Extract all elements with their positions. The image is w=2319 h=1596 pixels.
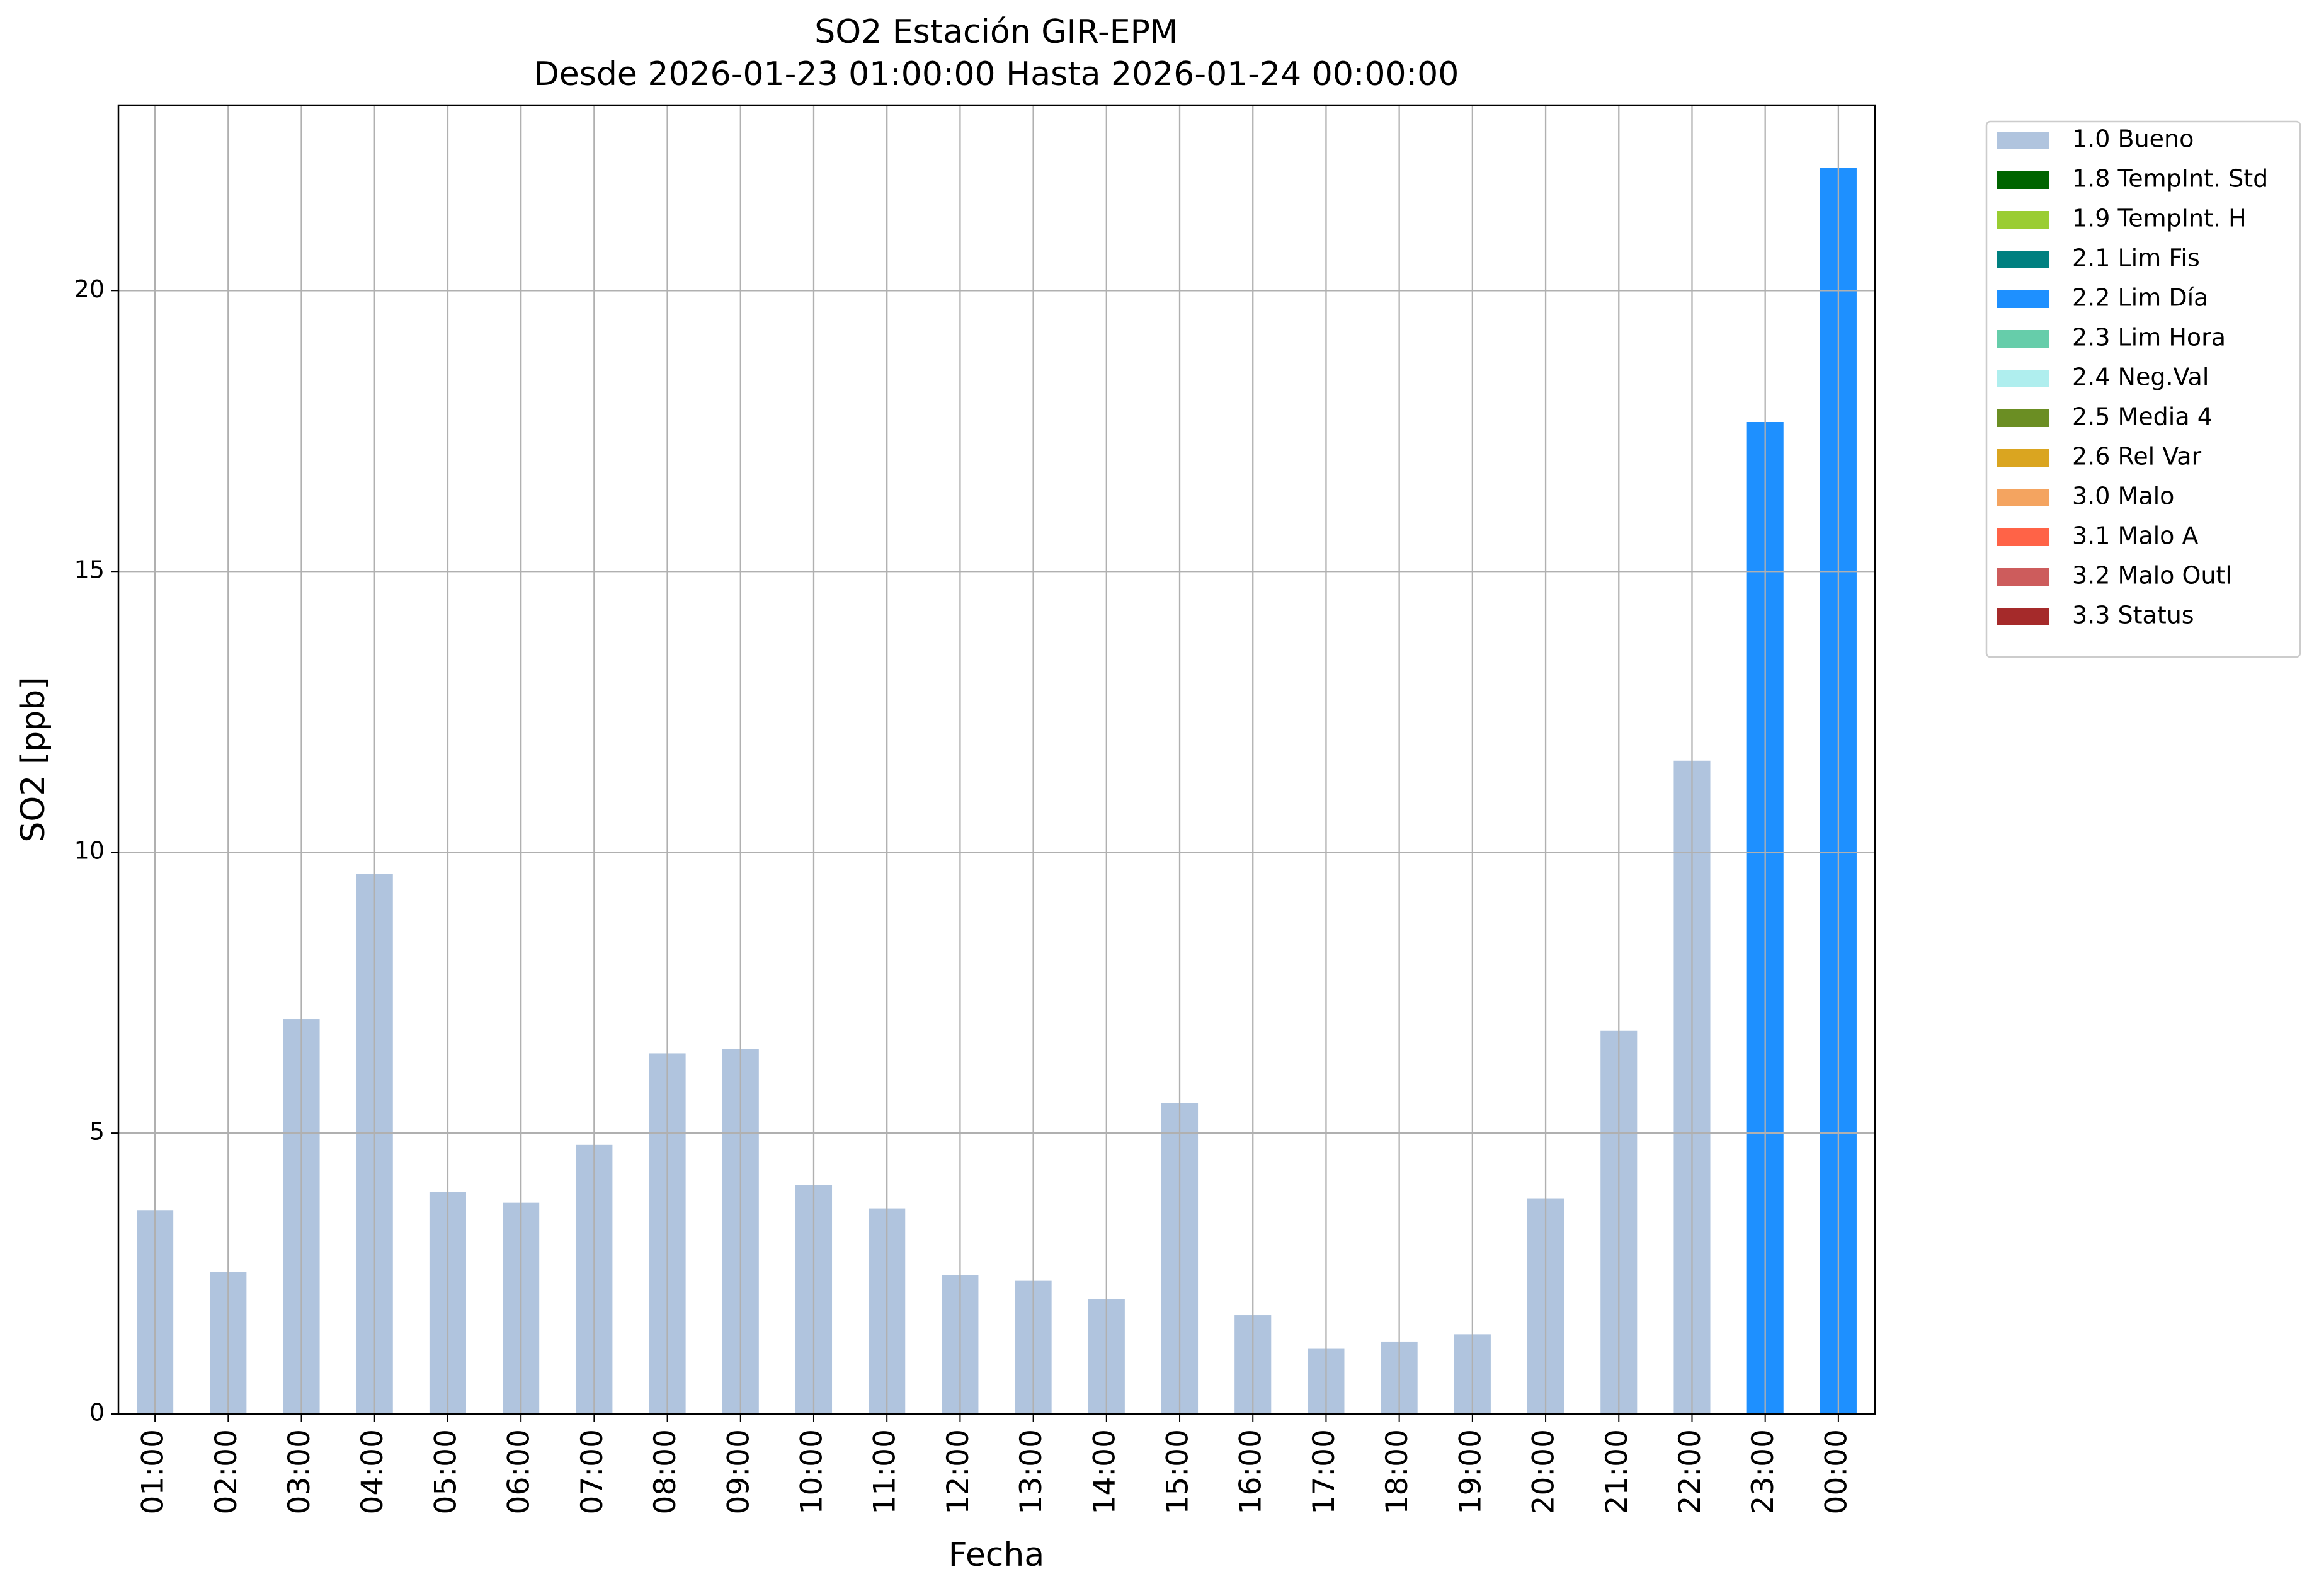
x-tick-label: 10:00	[794, 1429, 829, 1514]
legend-label: 2.1 Lim Fis	[2072, 244, 2200, 272]
x-tick-label: 03:00	[282, 1429, 317, 1514]
y-tick-label: 5	[89, 1118, 105, 1146]
legend-swatch	[1997, 132, 2049, 149]
x-axis-label: Fecha	[949, 1536, 1044, 1574]
x-tick-label: 18:00	[1380, 1429, 1415, 1514]
y-tick-label: 20	[74, 275, 105, 303]
x-tick-label: 16:00	[1234, 1429, 1268, 1514]
legend-label: 2.3 Lim Hora	[2072, 324, 2226, 351]
legend-label: 3.1 Malo A	[2072, 522, 2198, 550]
x-tick-label: 13:00	[1014, 1429, 1049, 1514]
x-tick-label: 02:00	[209, 1429, 244, 1514]
x-tick-label: 01:00	[136, 1429, 171, 1514]
legend-swatch	[1997, 409, 2049, 427]
x-tick-label: 20:00	[1527, 1429, 1561, 1514]
x-tick-label: 09:00	[721, 1429, 756, 1514]
legend-swatch	[1997, 370, 2049, 387]
chart-title: SO2 Estación GIR-EPM	[814, 13, 1178, 51]
legend-label: 1.9 TempInt. H	[2072, 205, 2247, 232]
x-tick-label: 17:00	[1307, 1429, 1342, 1514]
legend-swatch	[1997, 449, 2049, 467]
legend-swatch	[1997, 171, 2049, 189]
legend-swatch	[1997, 489, 2049, 506]
legend-swatch	[1997, 251, 2049, 268]
plot-frame	[117, 104, 1876, 1415]
legend-label: 2.5 Media 4	[2072, 403, 2213, 431]
x-tick-label: 08:00	[648, 1429, 683, 1514]
legend-swatch	[1997, 290, 2049, 308]
legend-label: 3.0 Malo	[2072, 482, 2174, 510]
x-tick-label: 06:00	[502, 1429, 537, 1514]
x-tick-label: 12:00	[941, 1429, 976, 1514]
legend-swatch	[1997, 608, 2049, 625]
legend-swatch	[1997, 568, 2049, 586]
legend-box	[1985, 120, 2301, 658]
legend-swatch	[1997, 330, 2049, 348]
x-tick-label: 15:00	[1161, 1429, 1195, 1514]
legend-label: 1.8 TempInt. Std	[2072, 165, 2268, 193]
legend-label: 2.2 Lim Día	[2072, 284, 2208, 312]
x-tick-label: 14:00	[1087, 1429, 1122, 1514]
x-tick-label: 07:00	[575, 1429, 610, 1514]
x-tick-label: 22:00	[1673, 1429, 1707, 1514]
chart-subtitle: Desde 2026-01-23 01:00:00 Hasta 2026-01-…	[534, 55, 1459, 93]
y-tick-label: 0	[89, 1399, 105, 1427]
x-tick-label: 05:00	[428, 1429, 463, 1514]
y-axis-label: SO2 [ppb]	[14, 676, 52, 842]
legend-label: 3.3 Status	[2072, 601, 2194, 629]
x-tick-label: 04:00	[355, 1429, 390, 1514]
x-tick-label: 19:00	[1453, 1429, 1488, 1514]
x-tick-label: 21:00	[1600, 1429, 1634, 1514]
x-tick-label: 00:00	[1819, 1429, 1854, 1514]
y-tick-label: 10	[74, 837, 105, 865]
x-tick-label: 23:00	[1746, 1429, 1781, 1514]
legend-label: 3.2 Malo Outl	[2072, 562, 2232, 590]
legend-swatch	[1997, 528, 2049, 546]
y-tick-label: 15	[74, 556, 105, 584]
x-tick-label: 11:00	[868, 1429, 903, 1514]
legend-swatch	[1997, 211, 2049, 229]
legend-label: 2.6 Rel Var	[2072, 443, 2202, 470]
legend-label: 2.4 Neg.Val	[2072, 363, 2209, 391]
legend-label: 1.0 Bueno	[2072, 125, 2194, 153]
